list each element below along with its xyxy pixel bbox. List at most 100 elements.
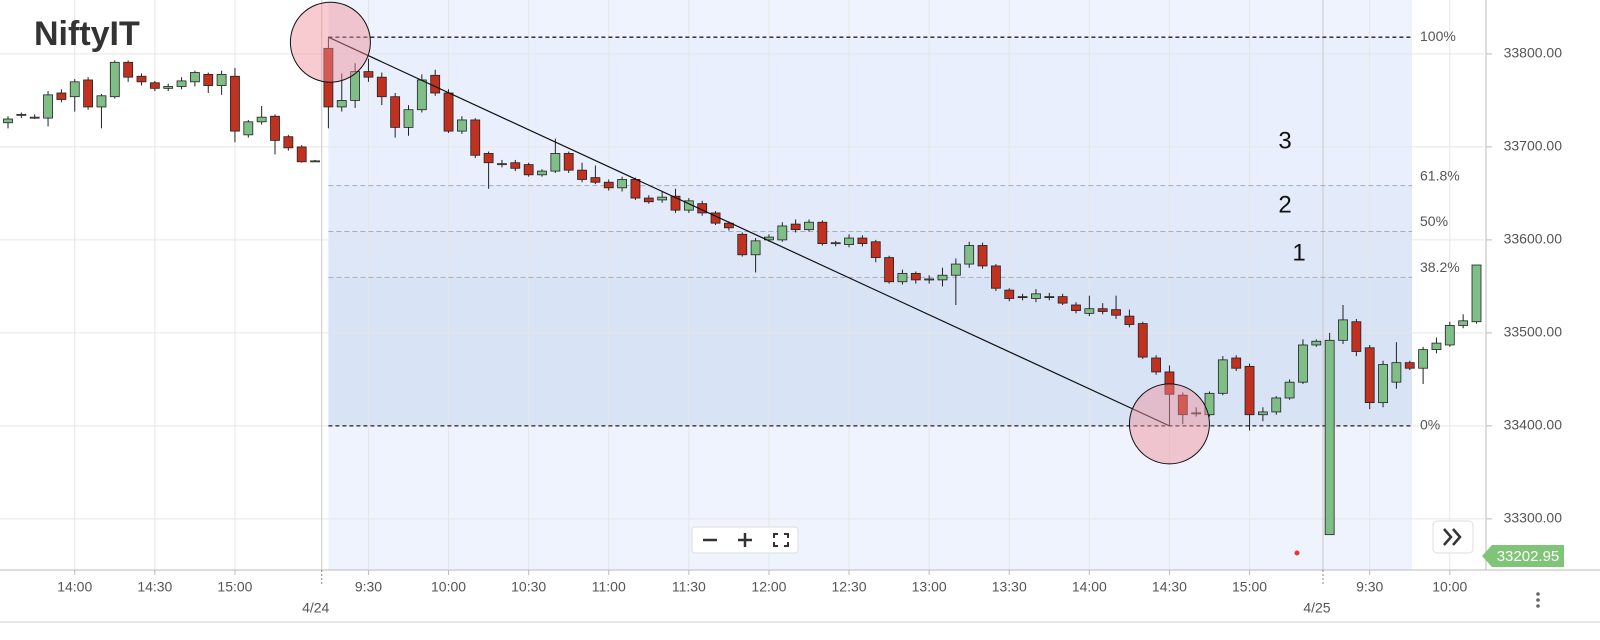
candle-body [43,94,53,119]
annotation: 1 [1292,239,1305,266]
menu-dot [1536,592,1540,596]
candle-body [737,233,748,256]
candle-body [884,257,894,283]
candle-body [964,245,975,265]
candle-body [924,278,935,281]
y-tick-label: 33600.00 [1504,231,1563,247]
candle-body [1084,308,1095,314]
candle-body [16,113,27,116]
y-tick-label: 33500.00 [1504,324,1563,340]
overlay: 3 21 [289,1,1306,465]
fib-label: 38.2% [1420,259,1460,275]
candle-body [937,274,948,281]
candle-body [590,177,601,183]
candle-body [1204,392,1215,416]
x-tick-label: 13:30 [992,579,1027,595]
candle-body [83,79,93,108]
candle-body [550,153,561,172]
candle-body [910,272,921,281]
candle-body [1031,293,1041,299]
x-tick-label: 10:00 [431,579,466,595]
candle-body [1298,344,1308,383]
x-tick-label: 13:00 [912,579,947,595]
candle-body [1071,304,1081,311]
candle-body [1137,323,1148,358]
candle-body [1017,296,1028,299]
candle-body [69,81,80,98]
x-tick-label: 10:30 [511,579,546,595]
candle-body [1231,357,1242,369]
menu-dot [1536,598,1540,602]
candle-body [630,179,641,199]
marker-dot [1294,550,1300,556]
candle-body [1191,412,1202,415]
candle-body [189,72,200,83]
fibonacci: 100% 61.8% 50% 38.2% 0% [328,28,1460,433]
x-tick-label: 11:30 [672,579,706,595]
candle-body [1418,349,1428,369]
candle-body [1364,347,1375,404]
x-tick-label: 14:30 [137,579,172,595]
candle-body [817,221,828,245]
candle-body [470,119,481,156]
candle-body [1458,320,1469,326]
candle-body [537,170,547,176]
annotation: 3 [1278,127,1291,154]
candle-body [777,225,788,241]
scroll-button[interactable] [1432,520,1474,554]
fib-band [328,231,1412,278]
candle-body [857,237,868,245]
zoom-controls[interactable] [691,526,799,554]
fullscreen[interactable] [773,533,789,547]
candle-body [149,82,160,89]
last-price-tag [1482,545,1564,567]
candle-body [123,61,134,78]
x-tick-label: 14:30 [1152,579,1187,595]
candle-body [1351,321,1362,352]
candle-body [376,76,387,98]
candle-body [1151,357,1161,373]
candle-body [1378,364,1388,404]
candle-body [363,71,374,78]
x-tick-label: 14:00 [1072,579,1107,595]
candle-body [203,73,214,86]
annotation: 2 [1278,191,1291,218]
fib-label: 100% [1420,28,1456,44]
candle-body [724,222,734,229]
y-tick-label: 33300.00 [1504,510,1563,526]
candle-body [1284,381,1295,399]
candle-body [950,263,961,276]
candle-body [870,241,881,258]
candle-body [336,100,347,108]
session-label: 4/24 [302,600,329,616]
candle-body [1271,397,1282,413]
candle-body [1044,296,1055,299]
candle-body [510,162,521,169]
candle-body [390,96,401,128]
x-tick-label: 9:30 [1356,579,1383,595]
scroll-right[interactable] [1432,520,1474,554]
candle-body [497,163,507,166]
x-tick-label: 15:00 [1232,579,1267,595]
candle-body [443,92,454,132]
x-tick-label: 10:00 [1432,579,1467,595]
x-tick-label: 15:00 [217,579,252,595]
candle-body [617,179,627,189]
menu-icon[interactable] [1536,592,1540,608]
fib-band [328,37,1412,186]
candle-body [430,74,441,94]
candle-body [136,75,147,83]
x-tick-label: 12:30 [832,579,867,595]
candle-body [109,61,120,98]
candle-body [523,164,534,176]
candle-body [3,118,13,124]
y-tick-label: 33400.00 [1504,417,1563,433]
axes: 33300.00 33400.00 33500.00 33600.00 33700.00… [57,45,1564,616]
candle-body [844,237,854,245]
candle-body [1324,339,1335,536]
fib-band [328,277,1412,426]
candle-body [1311,340,1322,346]
candle-body [1124,315,1135,325]
candle-body [163,86,174,89]
